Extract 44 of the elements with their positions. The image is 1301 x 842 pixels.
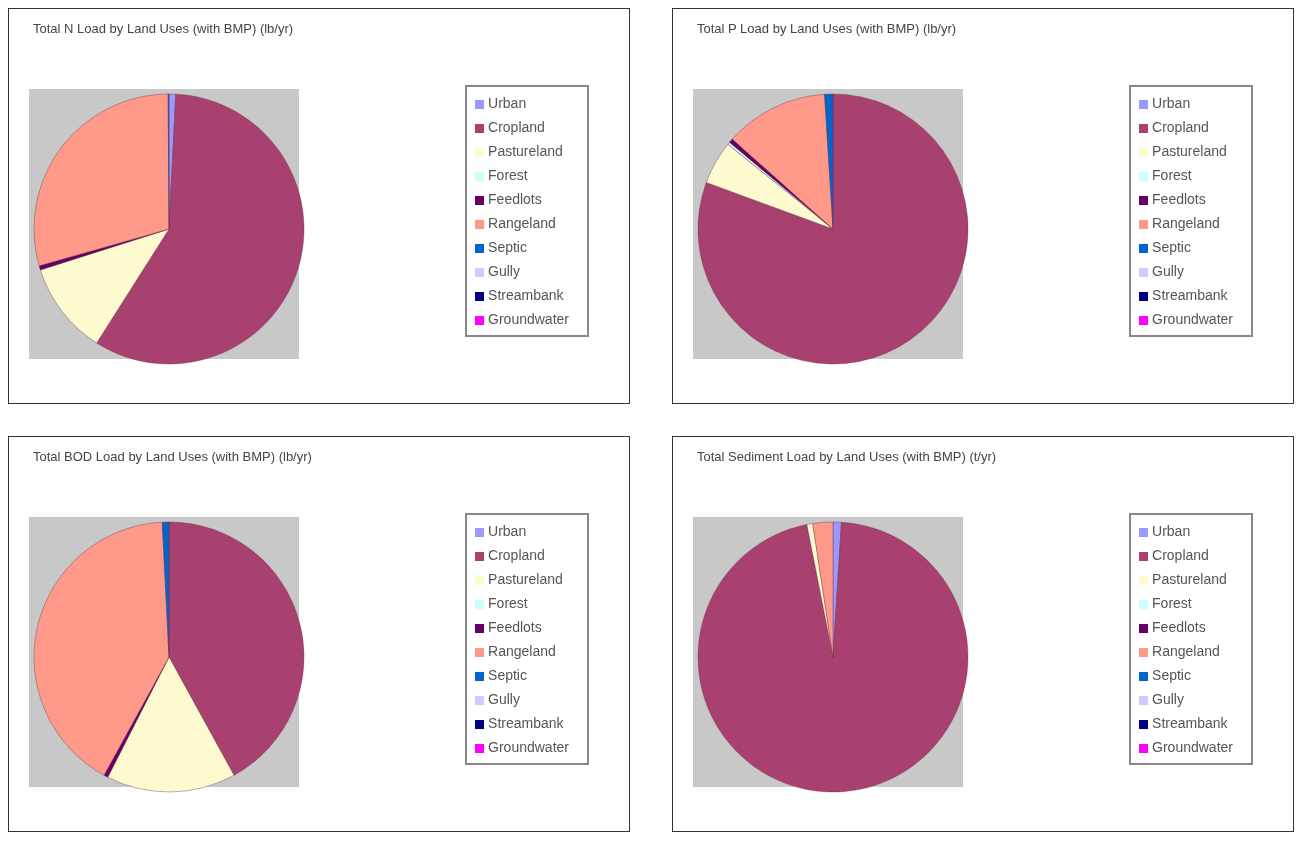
legend-label: Gully <box>488 691 520 707</box>
legend-label: Cropland <box>1152 119 1209 135</box>
legend-label: Gully <box>1152 263 1184 279</box>
legend-label: Urban <box>488 95 527 111</box>
legend-label: Forest <box>1152 167 1192 183</box>
legend-label: Forest <box>1152 595 1192 611</box>
legend-label: Pastureland <box>1152 571 1227 587</box>
chart-title: Total BOD Load by Land Uses (with BMP) (lb/yr) <box>33 449 312 464</box>
legend-label: Groundwater <box>1152 739 1233 755</box>
legend-label: Pastureland <box>488 571 563 587</box>
legend-label: Urban <box>488 523 527 539</box>
chart-title: Total N Load by Land Uses (with BMP) (lb/yr) <box>33 21 294 36</box>
legend-label: Groundwater <box>488 311 569 327</box>
legend-label: Urban <box>1152 95 1191 111</box>
legend-label: Groundwater <box>1152 311 1233 327</box>
legend-label: Septic <box>1152 239 1191 255</box>
legend-label: Forest <box>488 167 528 183</box>
chart-title: Total P Load by Land Uses (with BMP) (lb/yr) <box>697 21 957 36</box>
legend-label: Rangeland <box>1152 215 1220 231</box>
legend-label: Gully <box>1152 691 1184 707</box>
legend-label: Septic <box>1152 667 1191 683</box>
legend-label: Feedlots <box>1152 191 1206 207</box>
legend-label: Feedlots <box>488 191 542 207</box>
legend-label: Feedlots <box>1152 619 1206 635</box>
legend-label: Streambank <box>488 287 564 303</box>
legend-label: Cropland <box>488 119 545 135</box>
legend-label: Cropland <box>1152 547 1209 563</box>
legend-label: Septic <box>488 239 527 255</box>
legend-label: Gully <box>488 263 520 279</box>
legend-label: Rangeland <box>488 215 556 231</box>
legend-label: Cropland <box>488 547 545 563</box>
legend-label: Streambank <box>1152 287 1228 303</box>
legend-label: Septic <box>488 667 527 683</box>
legend-label: Pastureland <box>488 143 563 159</box>
legend-label: Streambank <box>488 715 564 731</box>
legend-label: Urban <box>1152 523 1191 539</box>
legend-label: Rangeland <box>488 643 556 659</box>
legend-label: Forest <box>488 595 528 611</box>
legend-label: Pastureland <box>1152 143 1227 159</box>
legend-label: Streambank <box>1152 715 1228 731</box>
legend-label: Feedlots <box>488 619 542 635</box>
legend-label: Groundwater <box>488 739 569 755</box>
chart-title: Total Sediment Load by Land Uses (with BMP) (t/yr) <box>697 449 997 464</box>
legend-label: Rangeland <box>1152 643 1220 659</box>
